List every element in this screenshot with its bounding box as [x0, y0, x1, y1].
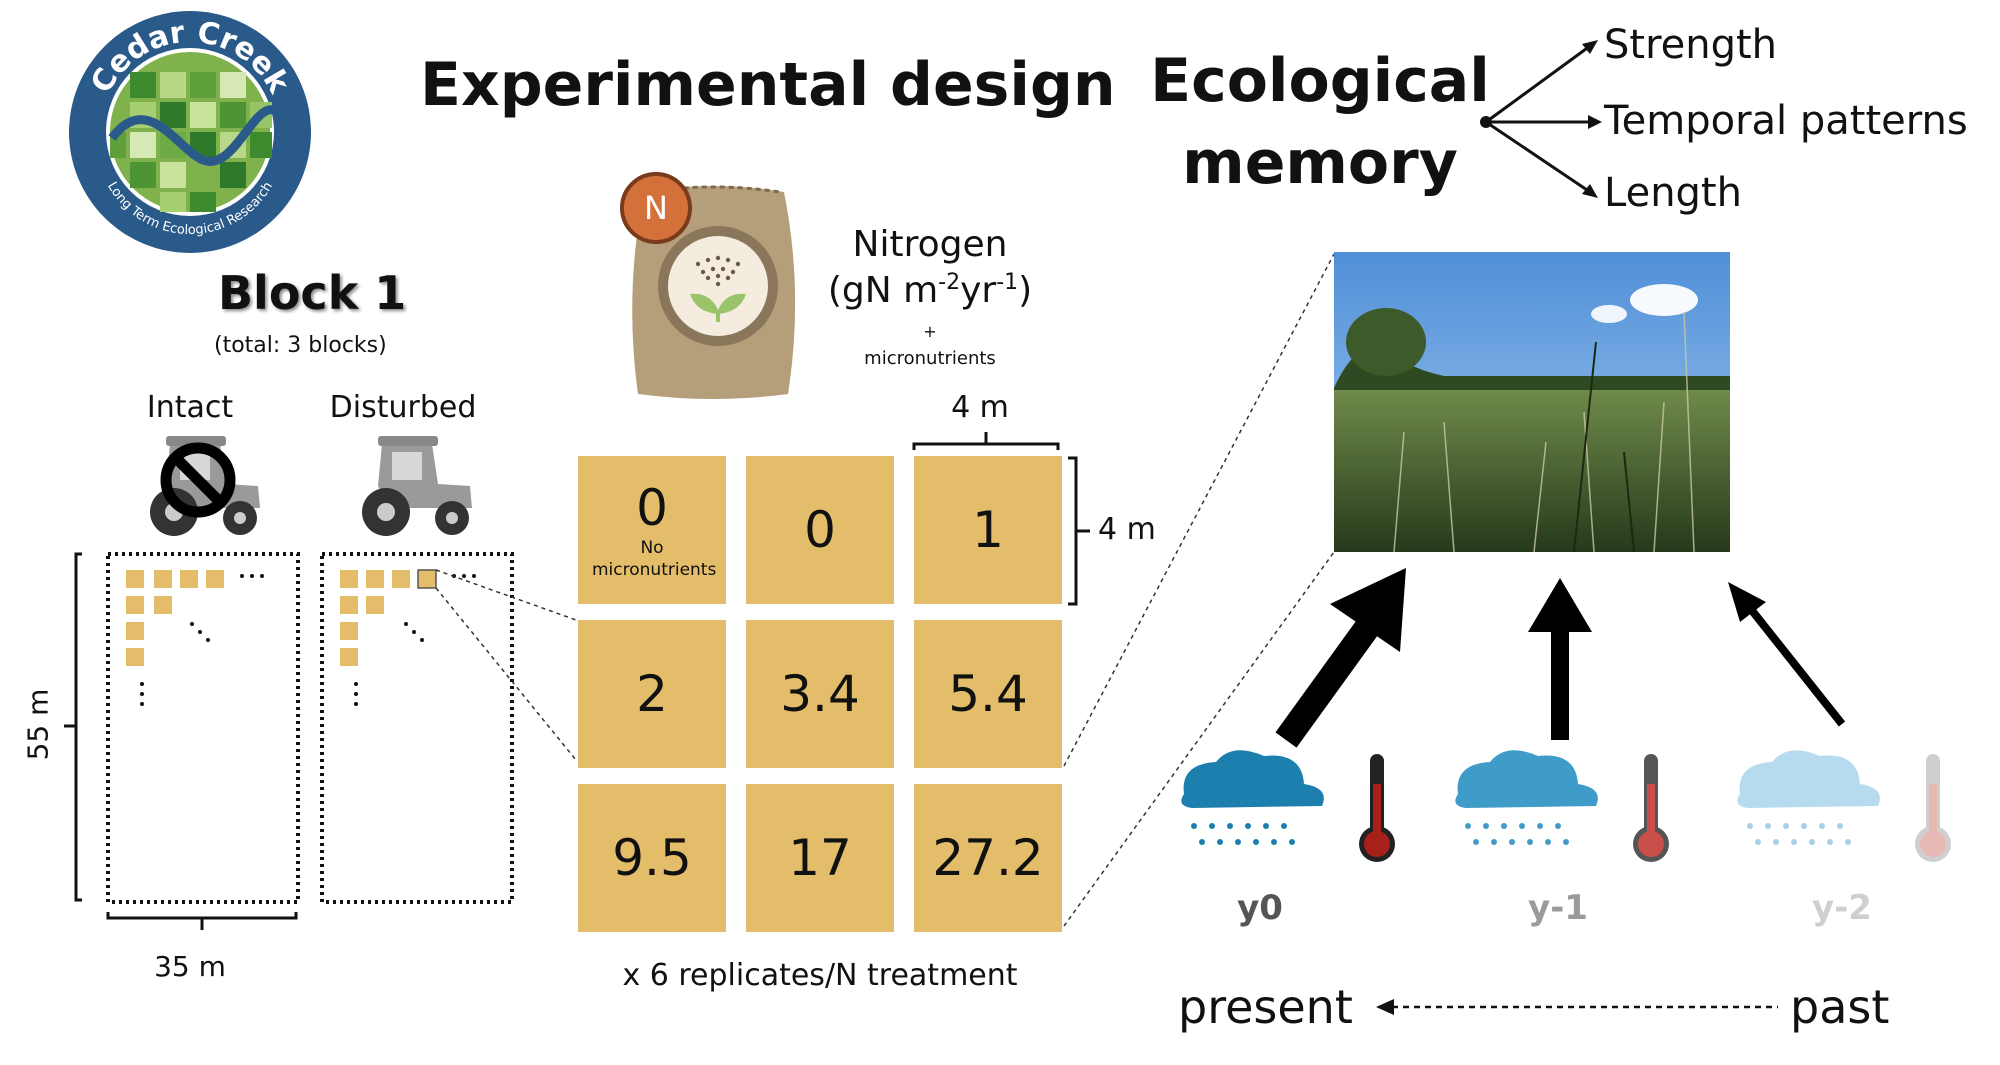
experimental-design-text: Experimental design [420, 50, 1116, 120]
nitrogen-badge-text: N [644, 189, 668, 227]
plot-value: 2 [636, 665, 668, 723]
nitrogen-unit-mid: yr [960, 270, 997, 311]
plot-value: 5.4 [948, 665, 1028, 723]
prairie-photo [1334, 252, 1730, 553]
plot-cell: 3.4 [746, 620, 894, 768]
nitrogen-badge: N [620, 172, 692, 244]
experimental-design-title: Experimental design [420, 50, 1116, 120]
plot-value: 0 [636, 479, 668, 537]
height-label: 55 m [21, 688, 55, 761]
plot-value: 27.2 [932, 829, 1044, 887]
plot-cell: 17 [746, 784, 894, 932]
branch-strength: Strength [1604, 22, 1778, 68]
ecological-memory-title-1: Ecological [1150, 46, 1490, 116]
year-y-1: y-1 [1528, 888, 1588, 928]
nitrogen-unit: (gN m-2yr-1) [800, 270, 1060, 311]
present-label: present [1178, 980, 1353, 1034]
width-bracket [106, 912, 298, 920]
plot-value: 1 [972, 501, 1004, 559]
block-layout [64, 552, 577, 930]
plot-cell: 2 [578, 620, 726, 768]
plot-width-label: 4 m [951, 390, 1009, 425]
no-tillage-icon [160, 442, 236, 518]
time-arrow [1376, 999, 1778, 1015]
plot-sub: No micronutrients [592, 538, 717, 580]
plot-cell: 1 [914, 456, 1062, 604]
plot-cell: 0 [746, 456, 894, 604]
intact-label: Intact [146, 390, 234, 425]
plot-value: 9.5 [612, 829, 692, 887]
cedar-creek-logo: Cedar Creek Long Term Ecological Researc… [68, 10, 312, 254]
tractor-disturbed-icon [362, 436, 472, 536]
plot-cell: 0 No micronutrients [578, 456, 726, 604]
block-note: (total: 3 blocks) [214, 333, 387, 358]
nitrogen-unit-sup2: -1 [996, 270, 1019, 295]
ecological-memory-title-2: memory [1182, 128, 1458, 198]
weather-y-2-icon [1737, 750, 1951, 862]
height-bracket [74, 552, 82, 902]
block-title: Block 1 [218, 266, 407, 320]
disturbed-label: Disturbed [329, 390, 477, 425]
past-label: past [1790, 980, 1890, 1034]
plot-value: 3.4 [780, 665, 860, 723]
intact-block [106, 552, 300, 904]
nitrogen-unit-prefix: (gN m [827, 270, 939, 311]
year-y-2: y-2 [1812, 888, 1872, 928]
memory-branches [1480, 40, 1602, 198]
weather-y0-icon [1181, 750, 1395, 862]
zoom-lines-photo [1063, 253, 1335, 927]
branch-temporal-patterns: Temporal patterns [1604, 98, 1968, 144]
branch-length: Length [1604, 170, 1742, 216]
replicates-label: x 6 replicates/N treatment [622, 958, 1018, 993]
plot-value: 0 [804, 501, 836, 559]
plus-sign: + [923, 322, 937, 341]
plot-value: 17 [788, 829, 852, 887]
plot-cell: 9.5 [578, 784, 726, 932]
plot-height-label: 4 m [1098, 512, 1156, 547]
plot-cell: 5.4 [914, 620, 1062, 768]
micronutrients-label: micronutrients [864, 348, 996, 369]
plot-width-bracket [912, 432, 1060, 450]
plot-cell: 27.2 [914, 784, 1062, 932]
nitrogen-unit-suffix: ) [1018, 270, 1033, 311]
nitrogen-unit-sup1: -2 [938, 270, 961, 295]
disturbed-block [320, 552, 514, 904]
width-label: 35 m [154, 950, 226, 983]
influence-arrows [1275, 568, 1846, 748]
nitrogen-title: Nitrogen [852, 224, 1008, 265]
weather-y-1-icon [1455, 750, 1669, 862]
plot-height-bracket [1068, 456, 1090, 606]
year-y0: y0 [1237, 888, 1283, 928]
